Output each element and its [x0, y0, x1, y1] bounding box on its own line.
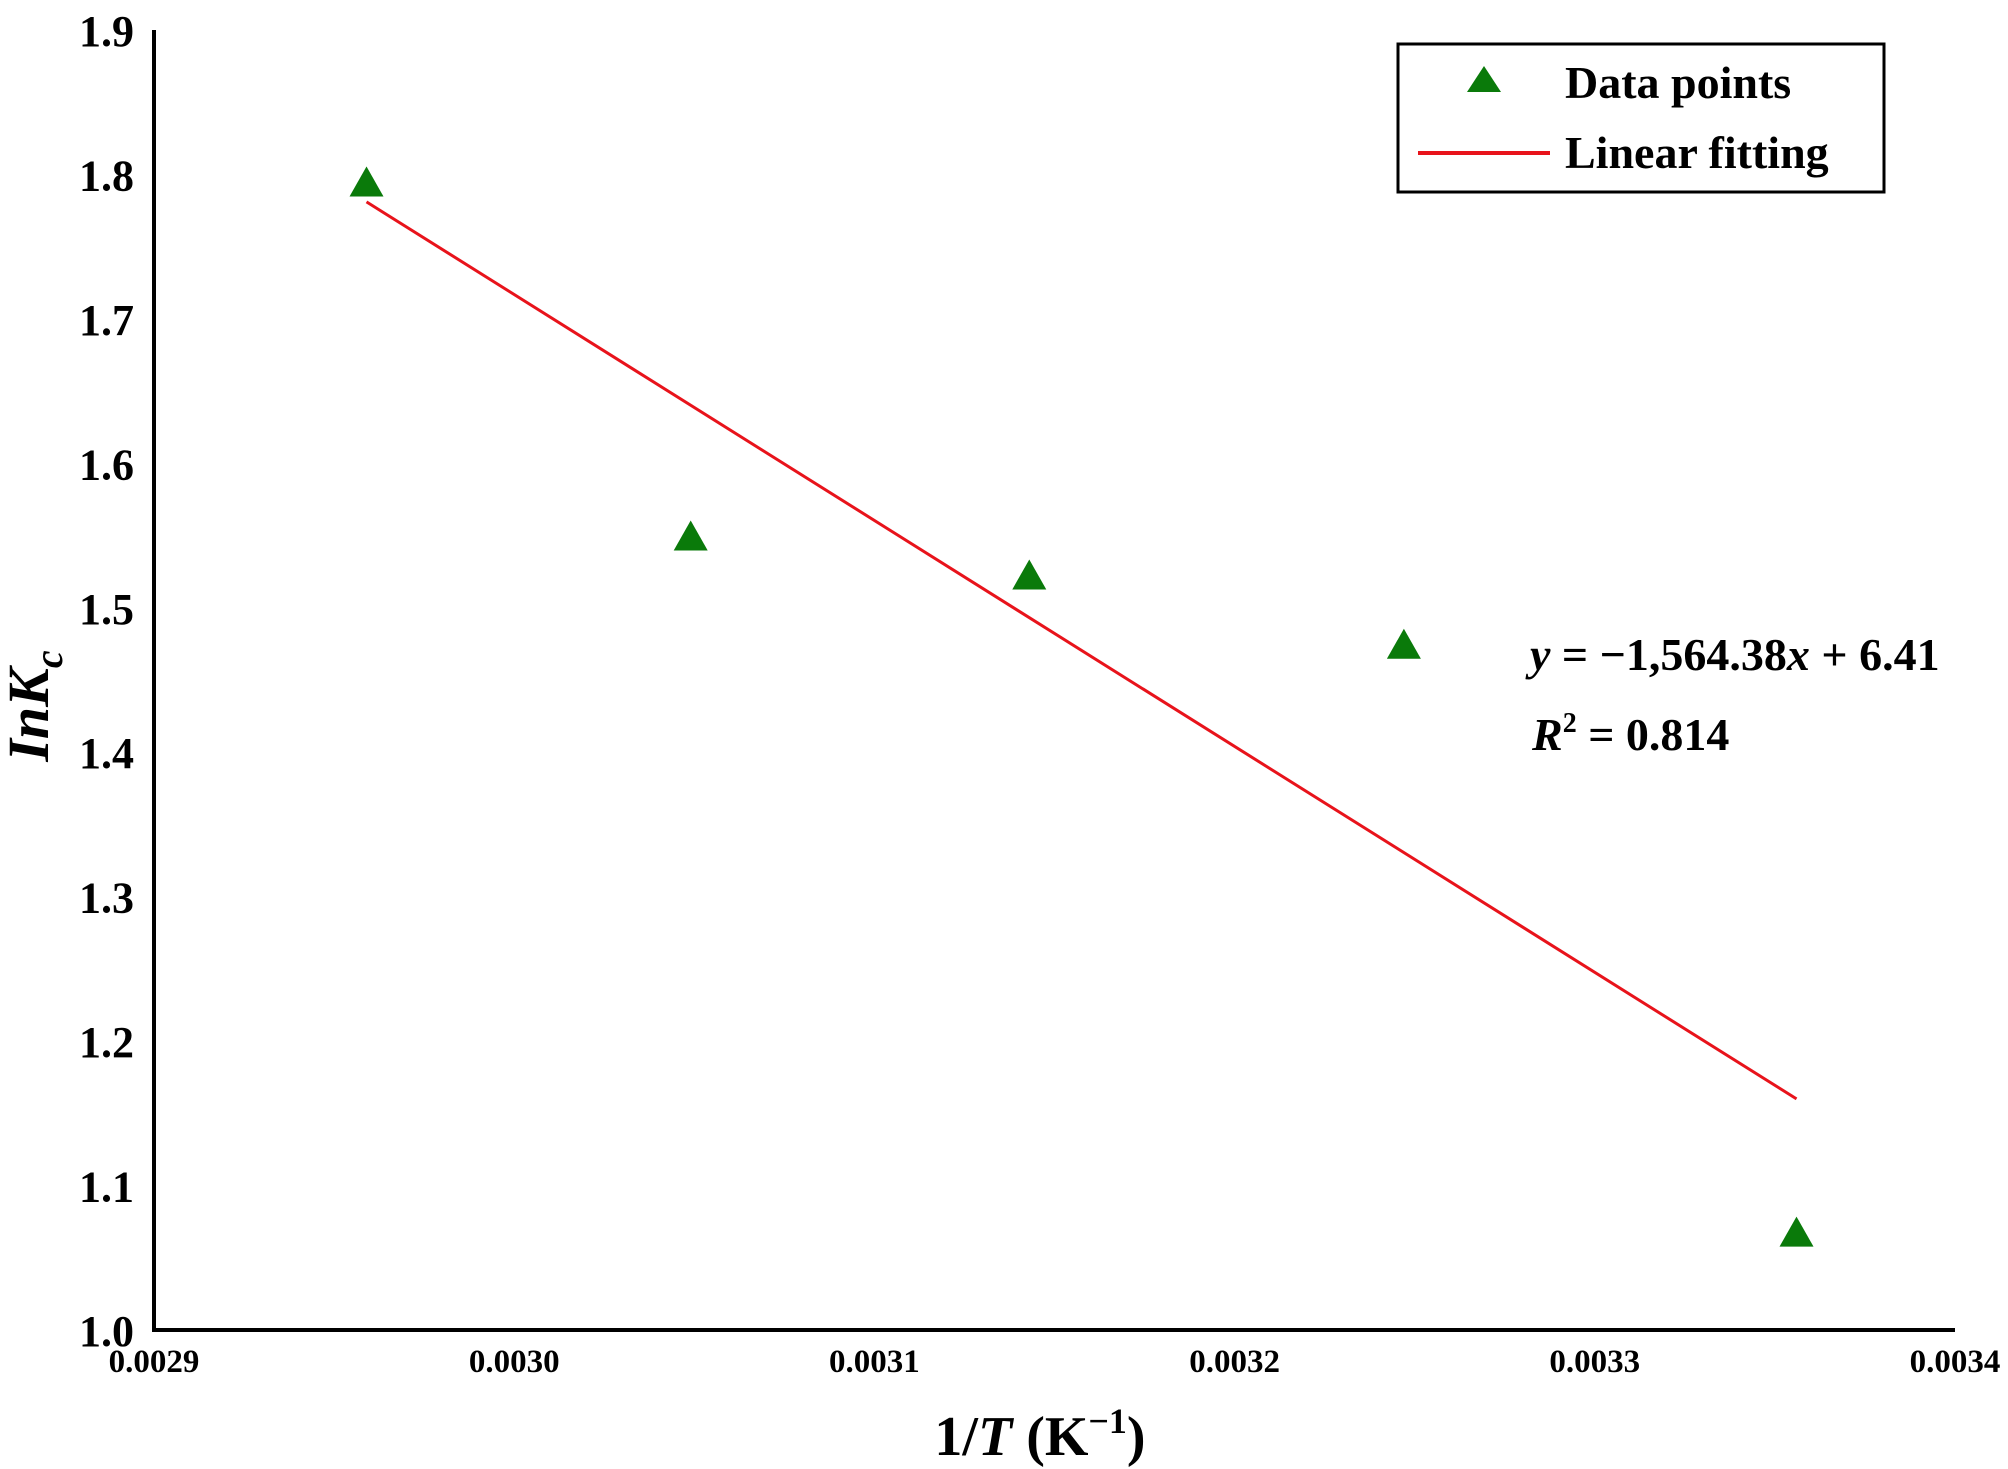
x-tick-label: 0.0029 [109, 1344, 200, 1380]
y-tick-label: 1.3 [79, 874, 134, 923]
y-tick-label: 1.2 [79, 1018, 134, 1067]
legend-label-data-points: Data points [1565, 57, 1791, 108]
x-tick-label: 0.0034 [1910, 1344, 2001, 1380]
x-axis-title: 1/T (K−1) [934, 1401, 1145, 1468]
y-axis-title: InKc [0, 650, 71, 763]
data-point-marker [1012, 559, 1047, 590]
x-tick-label: 0.0033 [1549, 1344, 1640, 1380]
data-point-marker [673, 520, 708, 551]
axes [152, 30, 1955, 1332]
legend: Data points Linear fitting [1396, 42, 1886, 194]
data-point-marker [1779, 1216, 1814, 1247]
legend-label-linear-fitting: Linear fitting [1565, 127, 1829, 178]
y-tick-label: 1.4 [79, 729, 134, 778]
fit-line-layer [365, 200, 1798, 1101]
y-tick-label: 1.9 [79, 7, 134, 56]
y-tick-label: 1.1 [79, 1163, 134, 1212]
x-tick-label: 0.0032 [1189, 1344, 1280, 1380]
r-squared: R2 = 0.814 [1531, 708, 1729, 760]
y-tick-label: 1.5 [79, 585, 134, 634]
y-tick-labels: 1.0 1.1 1.2 1.3 1.4 1.5 1.6 1.7 1.8 1.9 [79, 7, 134, 1356]
legend-triangle-marker [1467, 66, 1501, 92]
y-tick-label: 1.0 [79, 1307, 134, 1356]
fit-equation: y = −1,564.38x + 6.41 [1525, 629, 1940, 680]
data-points-layer [349, 166, 1814, 1247]
data-point-marker [349, 166, 384, 197]
x-tick-labels: 0.0029 0.0030 0.0031 0.0032 0.0033 0.0034 [109, 1344, 2001, 1380]
y-tick-label: 1.8 [79, 151, 134, 200]
x-tick-label: 0.0031 [829, 1344, 920, 1380]
legend-box [1396, 42, 1886, 194]
y-tick-label: 1.7 [79, 296, 134, 345]
y-tick-label: 1.6 [79, 440, 134, 489]
x-tick-label: 0.0030 [469, 1344, 560, 1380]
data-point-marker [1386, 628, 1421, 659]
linear-fit-line [365, 200, 1798, 1101]
